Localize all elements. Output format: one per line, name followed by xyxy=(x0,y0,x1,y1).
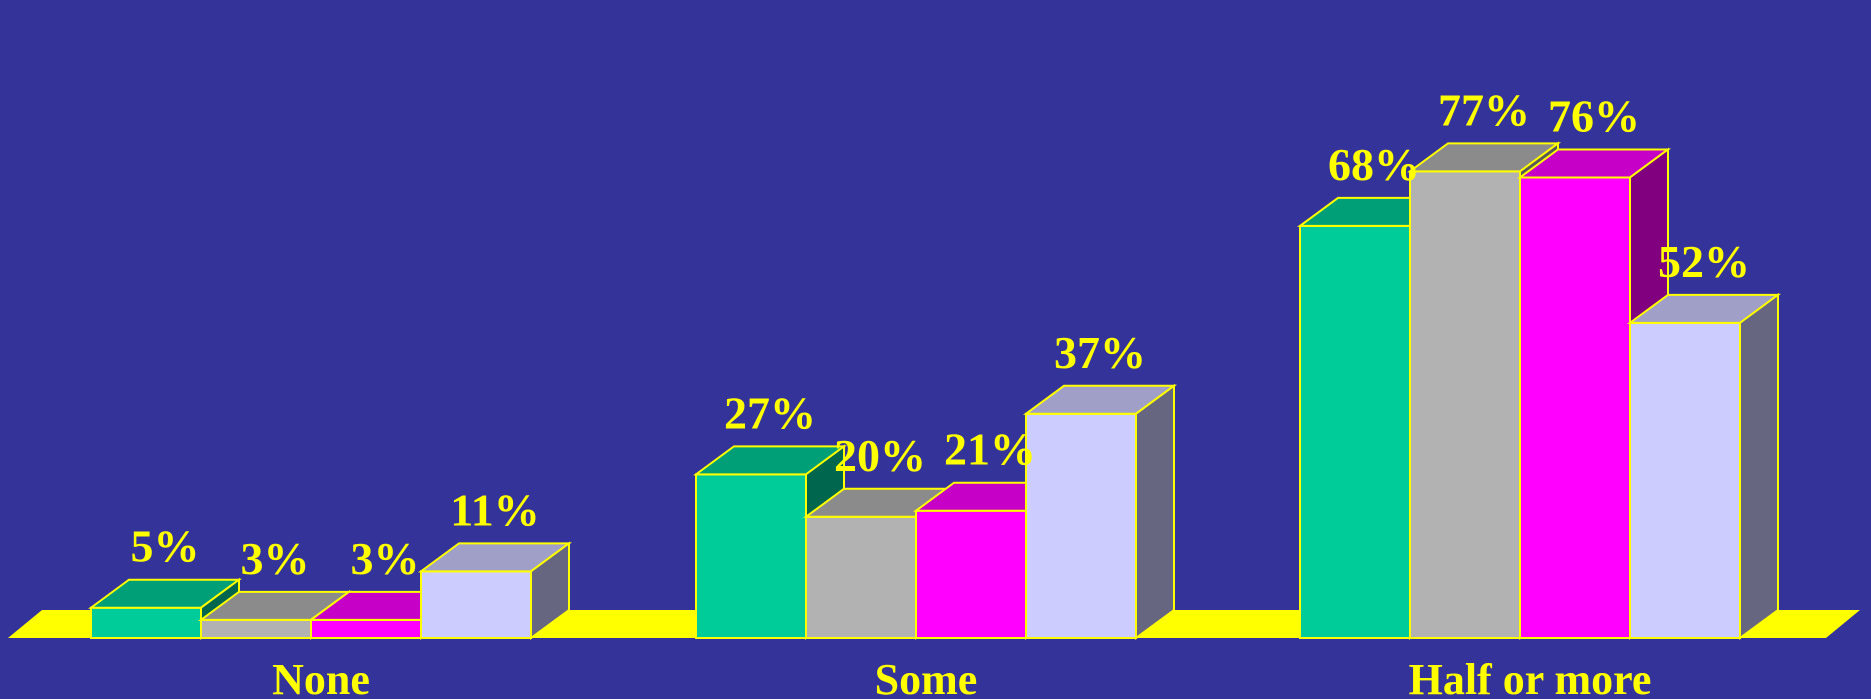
value-label: 27% xyxy=(724,387,816,438)
value-label: 5% xyxy=(131,521,200,572)
value-label: 68% xyxy=(1328,139,1420,190)
bar-1-3 xyxy=(1022,383,1178,640)
bar-0-3 xyxy=(417,541,573,640)
category-label: Some xyxy=(875,655,978,699)
bar-2-3 xyxy=(1626,292,1782,640)
value-label: 20% xyxy=(834,430,926,481)
category-label: None xyxy=(272,655,370,699)
value-label: 37% xyxy=(1054,327,1146,378)
value-label: 11% xyxy=(450,484,539,535)
value-label: 52% xyxy=(1658,236,1750,287)
value-label: 77% xyxy=(1438,84,1530,135)
value-label: 21% xyxy=(944,424,1036,475)
value-label: 3% xyxy=(351,533,420,584)
category-label: Half or more xyxy=(1409,655,1652,699)
value-label: 76% xyxy=(1548,90,1640,141)
value-label: 3% xyxy=(241,533,310,584)
